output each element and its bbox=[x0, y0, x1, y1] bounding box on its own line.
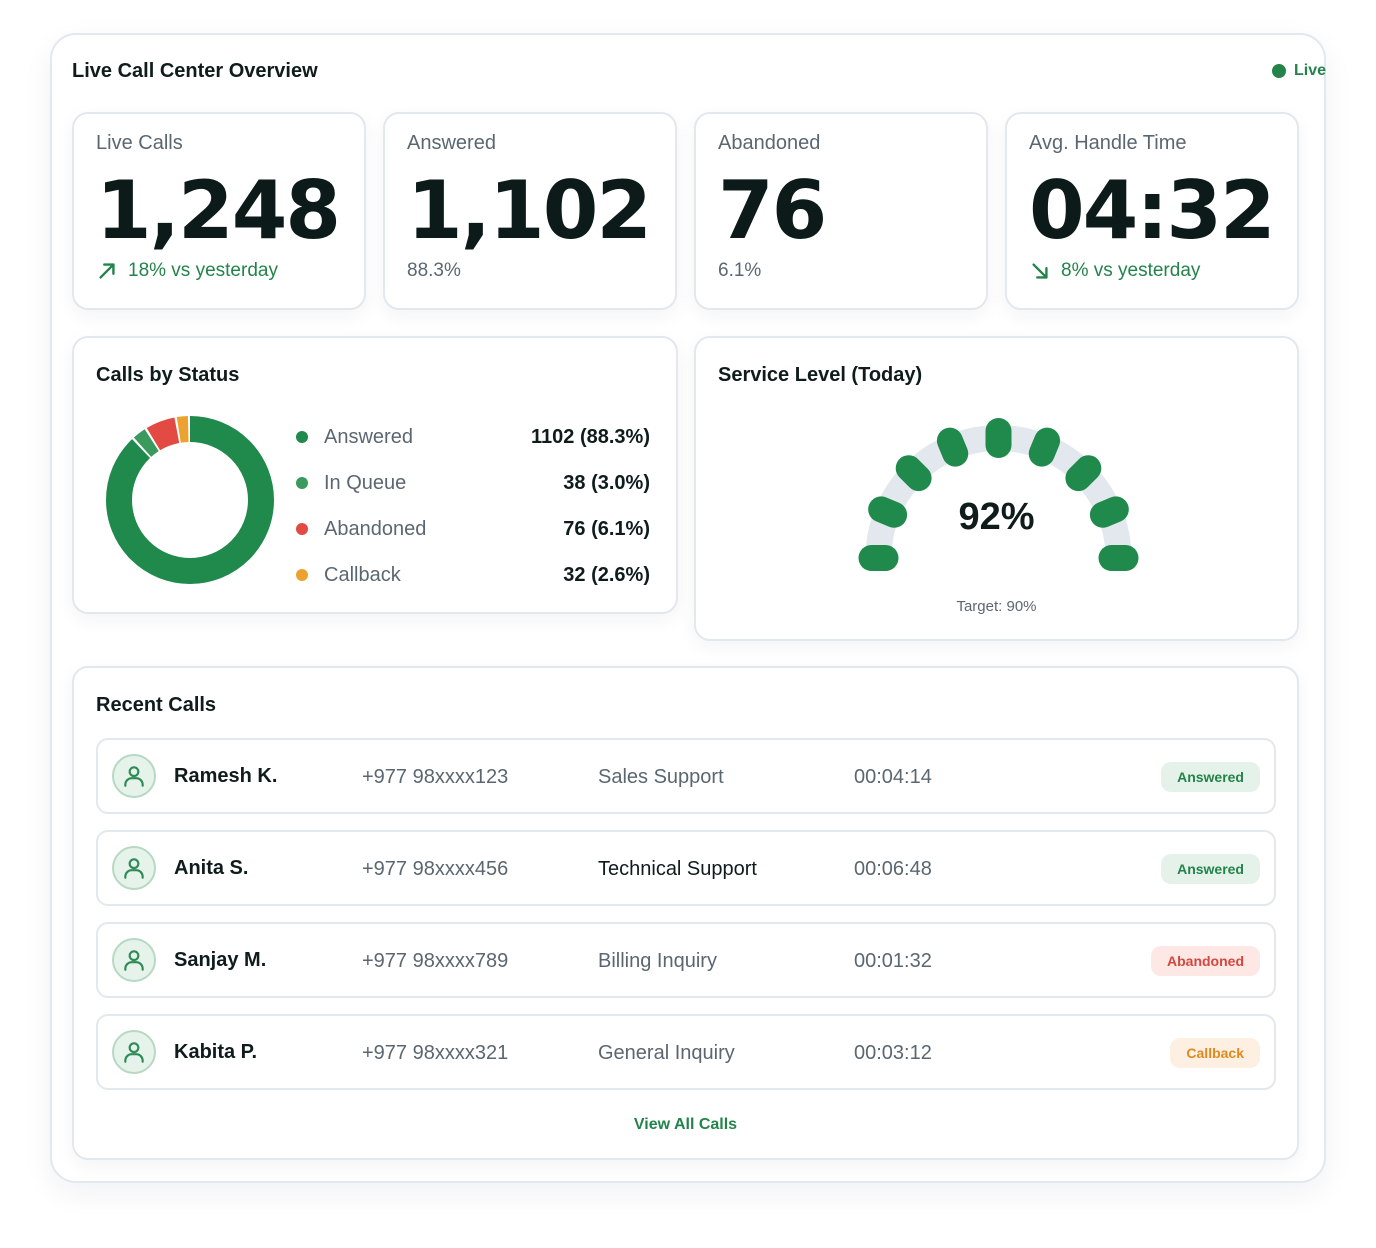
gauge-segment bbox=[858, 545, 899, 571]
gauge-segment bbox=[895, 455, 932, 492]
status-badge: Answered bbox=[1161, 762, 1260, 792]
page-title: Live Call Center Overview bbox=[72, 60, 318, 82]
live-label: Live bbox=[1293, 62, 1326, 79]
legend-item: Callback 32 (2.6%) bbox=[296, 552, 650, 598]
kpi-value: 1,248 bbox=[96, 164, 341, 257]
section-title: Recent Calls bbox=[96, 694, 217, 716]
live-status: Live bbox=[1271, 62, 1326, 80]
legend-value: 38 (3.0%) bbox=[563, 471, 650, 494]
kpi-label: Answered bbox=[407, 132, 496, 154]
call-row[interactable]: Anita S. +977 98xxxx456 Technical Suppor… bbox=[96, 830, 1276, 906]
legend-dot bbox=[296, 431, 308, 443]
legend-item: Abandoned 76 (6.1%) bbox=[296, 506, 650, 552]
legend-dot bbox=[296, 569, 308, 581]
kpi-trend-text: 18% vs yesterday bbox=[128, 260, 278, 281]
legend-item: Answered 1102 (88.3%) bbox=[296, 414, 650, 460]
status-legend: Answered 1102 (88.3%) In Queue 38 (3.0%)… bbox=[296, 414, 650, 598]
kpi-trend: 8% vs yesterday bbox=[1029, 260, 1200, 282]
caller-phone: +977 98xxxx456 bbox=[362, 858, 509, 880]
call-row[interactable]: Kabita P. +977 98xxxx321 General Inquiry… bbox=[96, 1014, 1276, 1090]
caller-phone: +977 98xxxx123 bbox=[362, 766, 509, 788]
gauge-segment bbox=[1028, 427, 1061, 467]
status-dot-icon bbox=[1271, 64, 1286, 78]
gauge-segment bbox=[1065, 455, 1102, 492]
section-title: Calls by Status bbox=[96, 364, 240, 386]
gauge-value: 92% bbox=[958, 496, 1035, 538]
caller-name: Kabita P. bbox=[174, 1041, 257, 1063]
caller-phone: +977 98xxxx789 bbox=[362, 950, 509, 972]
call-duration: 00:04:14 bbox=[854, 766, 932, 788]
kpi-value: 04:32 bbox=[1029, 164, 1276, 257]
kpi-value: 76 bbox=[718, 164, 827, 257]
call-duration: 00:03:12 bbox=[854, 1042, 932, 1064]
kpi-trend: 18% vs yesterday bbox=[96, 260, 278, 282]
view-all-calls-link[interactable]: View All Calls bbox=[633, 1116, 738, 1133]
kpi-card-answered: Answered 1,102 88.3% bbox=[383, 112, 677, 310]
recent-calls-card: Recent Calls Ramesh K. +977 98xxxx123 Sa… bbox=[72, 666, 1299, 1160]
caller-name: Ramesh K. bbox=[174, 765, 278, 787]
arrow-down-right-icon bbox=[1032, 263, 1048, 279]
calls-by-status-card: Calls by Status Answered 1102 (88.3%) In… bbox=[72, 336, 678, 614]
legend-item: In Queue 38 (3.0%) bbox=[296, 460, 650, 506]
status-badge: Answered bbox=[1161, 854, 1260, 884]
kpi-label: Avg. Handle Time bbox=[1029, 132, 1187, 154]
legend-value: 1102 (88.3%) bbox=[531, 425, 650, 448]
user-icon bbox=[112, 938, 156, 982]
kpi-label: Live Calls bbox=[96, 132, 183, 154]
legend-label: Abandoned bbox=[324, 517, 427, 540]
call-row[interactable]: Sanjay M. +977 98xxxx789 Billing Inquiry… bbox=[96, 922, 1276, 998]
legend-value: 32 (2.6%) bbox=[563, 563, 650, 586]
user-icon bbox=[112, 754, 156, 798]
call-department: Billing Inquiry bbox=[598, 950, 717, 972]
call-department: Technical Support bbox=[598, 858, 757, 880]
status-badge: Callback bbox=[1170, 1038, 1260, 1068]
legend-label: In Queue bbox=[324, 471, 407, 494]
service-level-card: Service Level (Today) 92% Target: 90% bbox=[694, 336, 1299, 641]
gauge-segment bbox=[1089, 496, 1129, 528]
gauge-target: Target: 90% bbox=[956, 598, 1037, 615]
user-icon bbox=[112, 1030, 156, 1074]
status-badge: Abandoned bbox=[1151, 946, 1260, 976]
call-row[interactable]: Ramesh K. +977 98xxxx123 Sales Support 0… bbox=[96, 738, 1276, 814]
gauge-segment bbox=[868, 496, 908, 528]
gauge-segment bbox=[985, 418, 1012, 458]
kpi-trend-text: 8% vs yesterday bbox=[1061, 260, 1201, 281]
call-department: General Inquiry bbox=[598, 1042, 735, 1064]
kpi-value: 1,102 bbox=[407, 164, 652, 257]
call-department: Sales Support bbox=[598, 766, 724, 788]
legend-value: 76 (6.1%) bbox=[563, 517, 650, 540]
call-duration: 00:06:48 bbox=[854, 858, 932, 880]
arrow-up-right-icon bbox=[99, 263, 115, 279]
kpi-sub: 6.1% bbox=[718, 260, 762, 281]
kpi-card-live-calls: Live Calls 1,248 18% vs yesterday bbox=[72, 112, 366, 310]
service-level-gauge bbox=[858, 418, 1139, 571]
legend-label: Callback bbox=[324, 563, 401, 586]
gauge-segment bbox=[1098, 545, 1139, 571]
legend-dot bbox=[296, 523, 308, 535]
status-donut-chart bbox=[106, 416, 274, 584]
kpi-card-abandoned: Abandoned 76 6.1% bbox=[694, 112, 988, 310]
caller-name: Sanjay M. bbox=[174, 949, 267, 971]
section-title: Service Level (Today) bbox=[718, 364, 923, 386]
kpi-label: Abandoned bbox=[718, 132, 821, 154]
legend-dot bbox=[296, 477, 308, 489]
legend-label: Answered bbox=[324, 425, 413, 448]
caller-name: Anita S. bbox=[174, 857, 249, 879]
call-duration: 00:01:32 bbox=[854, 950, 932, 972]
donut-slice-answered bbox=[106, 416, 274, 584]
kpi-card-avg-handle-time: Avg. Handle Time 04:32 8% vs yesterday bbox=[1005, 112, 1299, 310]
user-icon bbox=[112, 846, 156, 890]
gauge-segment bbox=[936, 427, 969, 467]
kpi-sub: 88.3% bbox=[407, 260, 461, 281]
caller-phone: +977 98xxxx321 bbox=[362, 1042, 509, 1064]
